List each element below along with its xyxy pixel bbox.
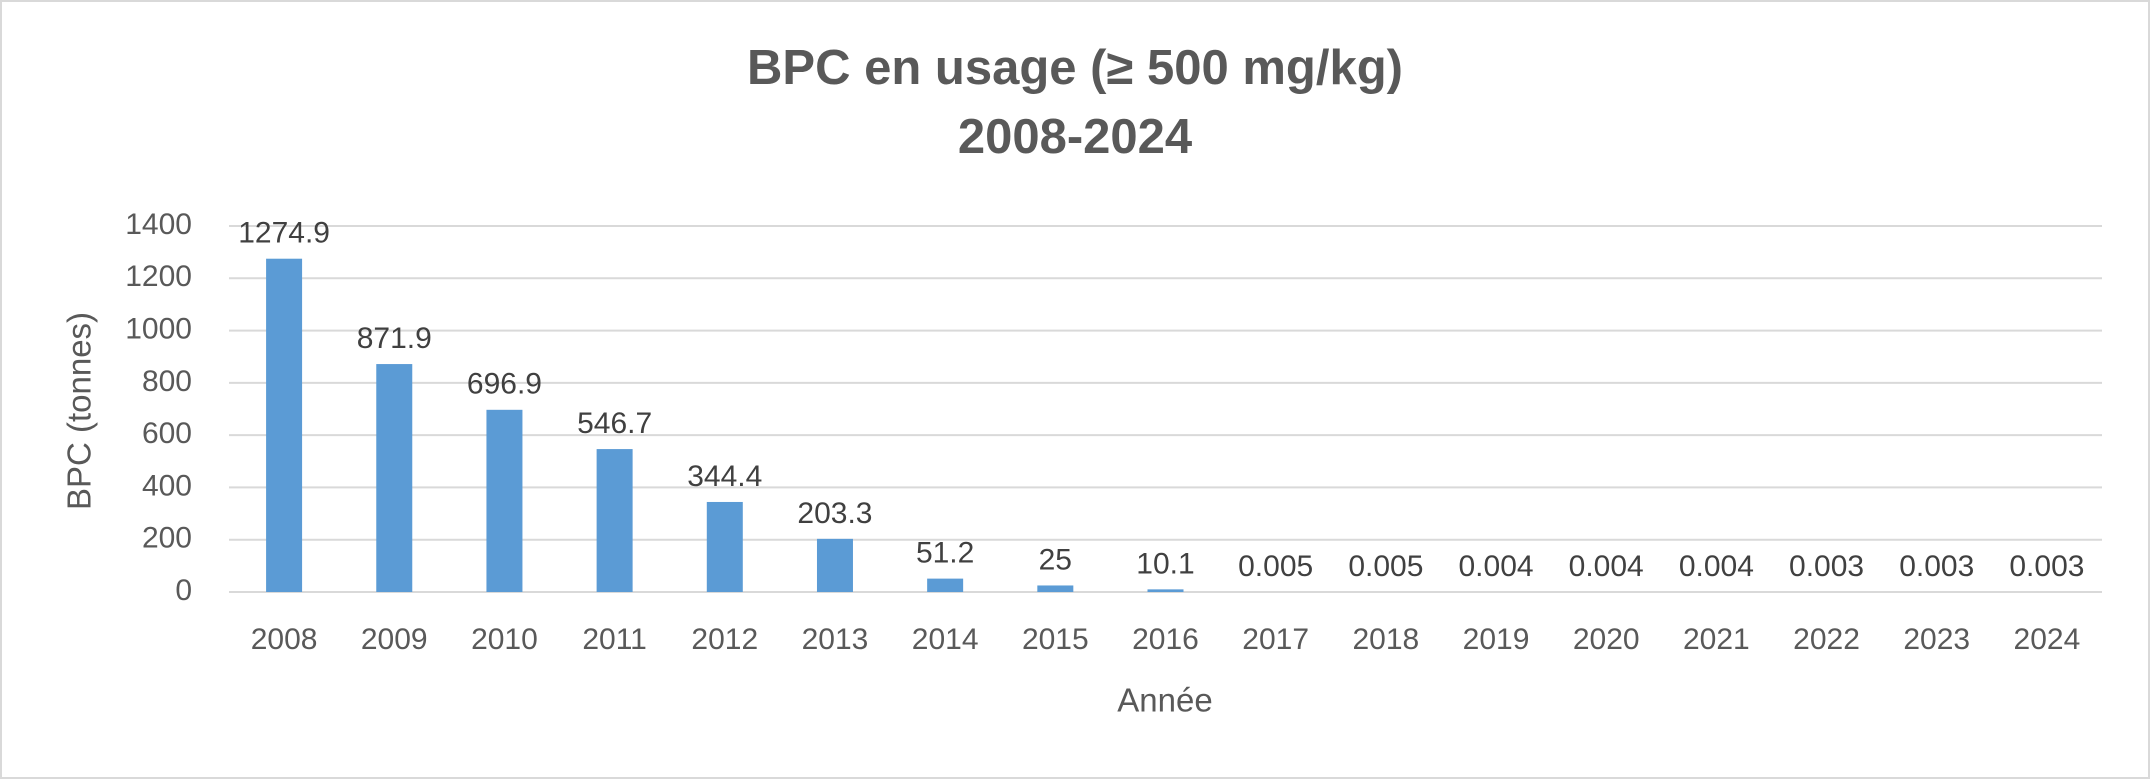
bar bbox=[816, 538, 853, 592]
data-label: 871.9 bbox=[357, 322, 432, 355]
x-tick-label: 2024 bbox=[2014, 623, 2081, 656]
data-label: 0.003 bbox=[1899, 550, 1974, 583]
bar bbox=[266, 258, 303, 592]
data-label: 0.005 bbox=[1348, 550, 1423, 583]
data-label: 0.003 bbox=[1789, 550, 1864, 583]
x-tick-label: 2022 bbox=[1793, 623, 1860, 656]
data-label: 0.004 bbox=[1679, 550, 1754, 583]
x-tick-label: 2015 bbox=[1022, 623, 1089, 656]
data-label: 344.4 bbox=[687, 460, 762, 493]
data-label: 546.7 bbox=[577, 407, 652, 440]
data-label: 0.003 bbox=[2009, 550, 2084, 583]
x-tick-label: 2010 bbox=[471, 623, 538, 656]
y-tick-label: 200 bbox=[142, 522, 192, 555]
data-label: 1274.9 bbox=[238, 217, 330, 250]
x-tick-label: 2023 bbox=[1903, 623, 1970, 656]
data-label: 51.2 bbox=[916, 537, 974, 570]
x-tick-label: 2018 bbox=[1352, 623, 1419, 656]
y-tick-label: 1400 bbox=[125, 208, 192, 241]
data-label: 0.005 bbox=[1238, 550, 1313, 583]
x-tick-label: 2011 bbox=[582, 623, 647, 656]
bar bbox=[376, 364, 413, 592]
data-label: 0.004 bbox=[1569, 550, 1644, 583]
y-tick-label: 400 bbox=[142, 469, 192, 502]
bar bbox=[596, 449, 633, 592]
data-label: 0.004 bbox=[1458, 550, 1533, 583]
data-label: 25 bbox=[1039, 543, 1072, 576]
data-label: 696.9 bbox=[467, 368, 542, 401]
y-axis-title: BPC (tonnes) bbox=[61, 312, 98, 510]
x-axis-title: Année bbox=[1117, 682, 1212, 719]
bar bbox=[927, 578, 964, 592]
bar bbox=[486, 409, 523, 592]
bar bbox=[706, 501, 743, 592]
y-tick-label: 1000 bbox=[125, 312, 192, 345]
x-tick-label: 2020 bbox=[1573, 623, 1640, 656]
x-tick-label: 2013 bbox=[802, 623, 869, 656]
data-label: 10.1 bbox=[1136, 547, 1194, 580]
data-label: 203.3 bbox=[797, 497, 872, 530]
x-tick-label: 2009 bbox=[361, 623, 428, 656]
x-tick-label: 2019 bbox=[1463, 623, 1530, 656]
x-tick-label: 2017 bbox=[1242, 623, 1309, 656]
y-tick-label: 0 bbox=[175, 574, 192, 607]
y-tick-label: 600 bbox=[142, 417, 192, 450]
x-tick-label: 2021 bbox=[1683, 623, 1750, 656]
x-tick-label: 2012 bbox=[691, 623, 758, 656]
x-tick-label: 2008 bbox=[251, 623, 318, 656]
x-tick-label: 2014 bbox=[912, 623, 979, 656]
bar bbox=[1147, 589, 1184, 592]
chart-subtitle: 2008-2024 bbox=[958, 110, 1192, 164]
y-tick-label: 800 bbox=[142, 365, 192, 398]
x-tick-label: 2016 bbox=[1132, 623, 1199, 656]
bar bbox=[1037, 585, 1074, 592]
y-tick-label: 1200 bbox=[125, 260, 192, 293]
chart-title: BPC en usage (≥ 500 mg/kg) bbox=[747, 41, 1403, 95]
